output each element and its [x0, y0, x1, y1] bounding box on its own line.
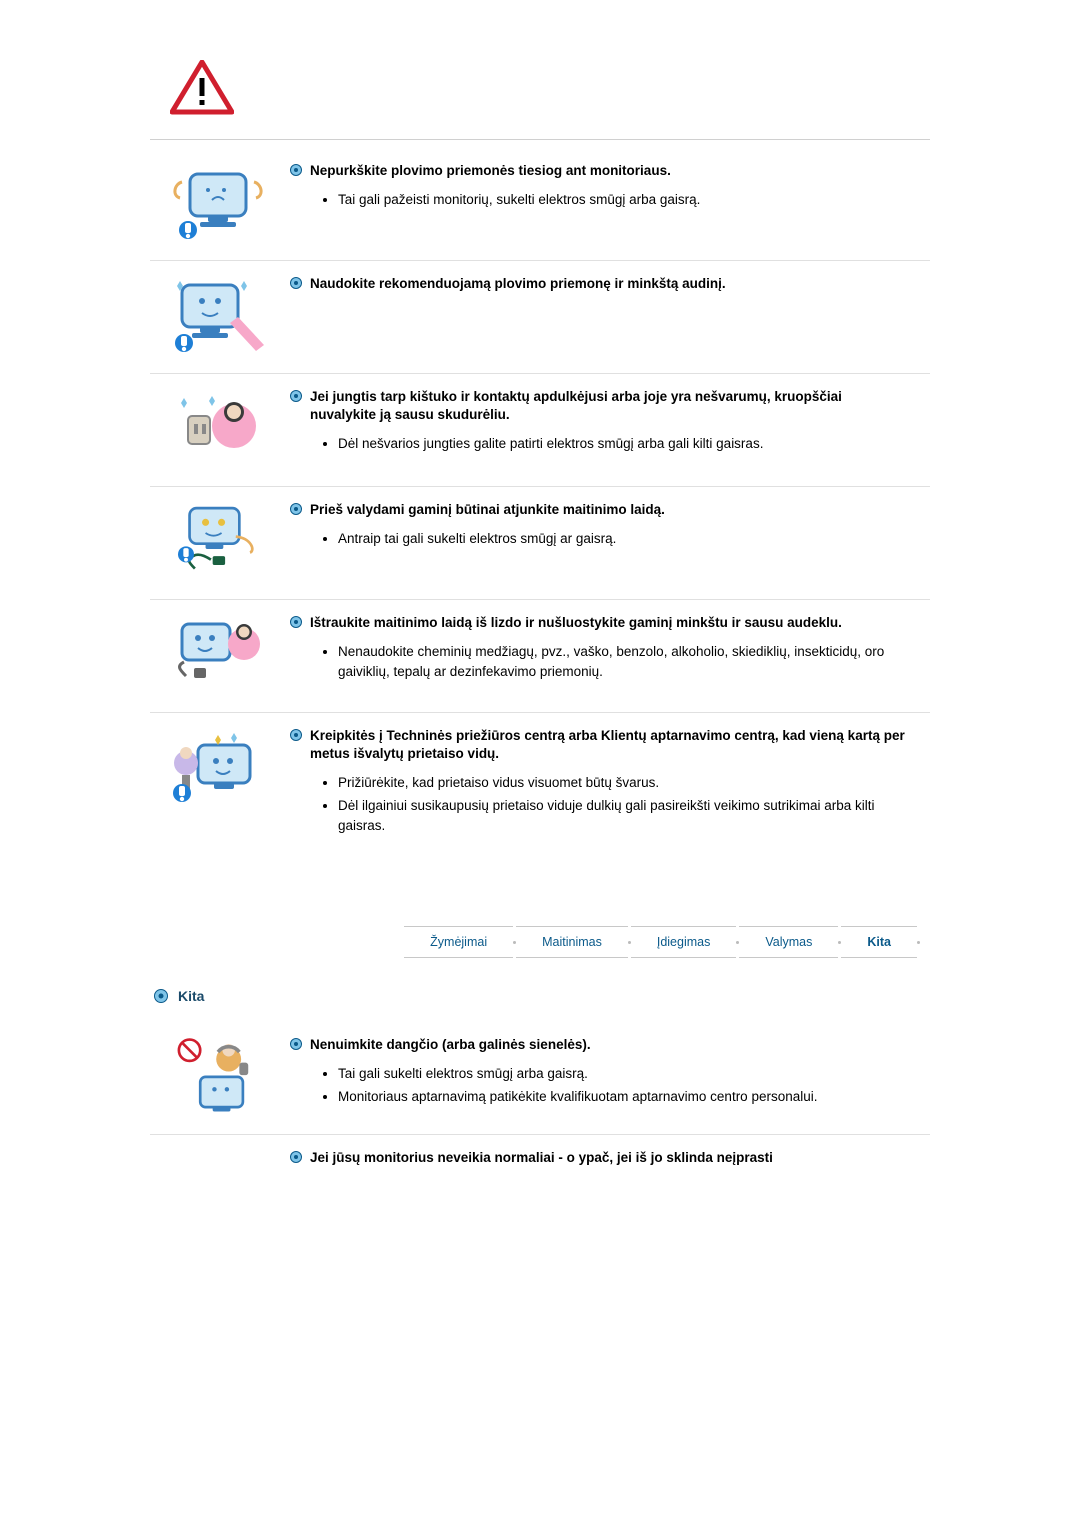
section-heading: Ištraukite maitinimo laidą iš lizdo ir n… [310, 614, 842, 632]
safety-section: Nenuimkite dangčio (arba galinės sienelė… [150, 1022, 930, 1135]
unplug-wipe-icon [168, 614, 268, 694]
section-heading: Nenuimkite dangčio (arba galinės sienelė… [310, 1036, 591, 1054]
page-root: Nepurkškite plovimo priemonės tiesiog an… [120, 0, 960, 1217]
list-item: Dėl ilgainiui susikaupusių prietaiso vid… [338, 796, 910, 837]
tab-maitinimas[interactable]: Maitinimas [516, 926, 628, 958]
bullet-icon [290, 390, 302, 402]
safety-section-partial: Jei jūsų monitorius neveikia normaliai -… [150, 1149, 930, 1167]
safety-section: Naudokite rekomenduojamą plovimo priemon… [150, 261, 930, 374]
section-heading: Jei jūsų monitorius neveikia normaliai -… [310, 1149, 773, 1167]
section-heading: Jei jungtis tarp kištuko ir kontaktų apd… [310, 388, 910, 424]
heading-row: Prieš valydami gaminį būtinai atjunkite … [290, 501, 910, 519]
unplug-before-clean-icon [168, 501, 268, 581]
section-heading: Kreipkitės į Techninės priežiūros centrą… [310, 727, 910, 763]
divider [150, 139, 930, 140]
illustration-cell [150, 1036, 290, 1116]
section-heading: Naudokite rekomenduojamą plovimo priemon… [310, 275, 726, 293]
illustration-cell [150, 501, 290, 581]
safety-section: Jei jungtis tarp kištuko ir kontaktų apd… [150, 374, 930, 487]
heading-row: Nepurkškite plovimo priemonės tiesiog an… [290, 162, 910, 180]
bullet-icon [290, 164, 302, 176]
safety-section: Prieš valydami gaminį būtinai atjunkite … [150, 487, 930, 600]
category-label: Kita [178, 988, 204, 1004]
section-list: Antraip tai gali sukelti elektros smūgį … [290, 529, 910, 549]
section-list: Prižiūrėkite, kad prietaiso vidus visuom… [290, 773, 910, 836]
tab-bar: Žymėjimai Maitinimas Įdiegimas Valymas K… [150, 926, 930, 958]
category-header: Kita [150, 988, 930, 1004]
tab-separator [917, 941, 920, 944]
bullet-icon [290, 1038, 302, 1050]
text-cell: Ištraukite maitinimo laidą iš lizdo ir n… [290, 614, 930, 685]
tab-kita[interactable]: Kita [841, 926, 917, 958]
list-item: Dėl nešvarios jungties galite patirti el… [338, 434, 910, 454]
illustration-cell [150, 388, 290, 468]
section-list: Tai gali pažeisti monitorių, sukelti ele… [290, 190, 910, 210]
tab-idiegimas[interactable]: Įdiegimas [631, 926, 737, 958]
list-item: Tai gali sukelti elektros smūgį arba gai… [338, 1064, 910, 1084]
safety-section: Ištraukite maitinimo laidą iš lizdo ir n… [150, 600, 930, 713]
section-list: Nenaudokite cheminių medžiagų, pvz., vaš… [290, 642, 910, 683]
bullet-icon [290, 729, 302, 741]
bullet-icon [290, 1151, 302, 1163]
do-not-remove-cover-icon [168, 1036, 268, 1116]
list-item: Antraip tai gali sukelti elektros smūgį … [338, 529, 910, 549]
spray-monitor-icon [168, 162, 268, 242]
heading-row: Jei jūsų monitorius neveikia normaliai -… [290, 1149, 910, 1167]
section-heading: Nepurkškite plovimo priemonės tiesiog an… [310, 162, 671, 180]
bullet-icon [290, 503, 302, 515]
text-cell: Naudokite rekomenduojamą plovimo priemon… [290, 275, 930, 303]
section-list: Dėl nešvarios jungties galite patirti el… [290, 434, 910, 454]
section-heading: Prieš valydami gaminį būtinai atjunkite … [310, 501, 665, 519]
bullet-icon [290, 277, 302, 289]
list-item: Monitoriaus aptarnavimą patikėkite kvali… [338, 1087, 910, 1107]
heading-row: Kreipkitės į Techninės priežiūros centrą… [290, 727, 910, 763]
illustration-cell [150, 727, 290, 807]
safety-section: Kreipkitės į Techninės priežiūros centrą… [150, 713, 930, 856]
clean-cloth-icon [168, 275, 268, 355]
illustration-cell [150, 614, 290, 694]
heading-row: Naudokite rekomenduojamą plovimo priemon… [290, 275, 910, 293]
section-list: Tai gali sukelti elektros smūgį arba gai… [290, 1064, 910, 1107]
tab-zymejimai[interactable]: Žymėjimai [404, 926, 513, 958]
service-clean-inside-icon [168, 727, 268, 807]
text-cell: Kreipkitės į Techninės priežiūros centrą… [290, 727, 930, 838]
text-cell: Nenuimkite dangčio (arba galinės sienelė… [290, 1036, 930, 1109]
heading-row: Nenuimkite dangčio (arba galinės sienelė… [290, 1036, 910, 1054]
text-cell: Jei jungtis tarp kištuko ir kontaktų apd… [290, 388, 930, 457]
tab-valymas[interactable]: Valymas [739, 926, 838, 958]
list-item: Nenaudokite cheminių medžiagų, pvz., vaš… [338, 642, 910, 683]
illustration-cell [150, 162, 290, 242]
category-bullet-icon [154, 989, 168, 1003]
illustration-cell [150, 275, 290, 355]
list-item: Tai gali pažeisti monitorių, sukelti ele… [338, 190, 910, 210]
text-cell: Nepurkškite plovimo priemonės tiesiog an… [290, 162, 930, 212]
text-cell: Prieš valydami gaminį būtinai atjunkite … [290, 501, 930, 551]
warning-icon [170, 60, 234, 116]
bullet-icon [290, 616, 302, 628]
heading-row: Jei jungtis tarp kištuko ir kontaktų apd… [290, 388, 910, 424]
list-item: Prižiūrėkite, kad prietaiso vidus visuom… [338, 773, 910, 793]
clean-plug-icon [168, 388, 268, 468]
heading-row: Ištraukite maitinimo laidą iš lizdo ir n… [290, 614, 910, 632]
warning-icon-wrap [150, 60, 930, 119]
safety-section: Nepurkškite plovimo priemonės tiesiog an… [150, 148, 930, 261]
